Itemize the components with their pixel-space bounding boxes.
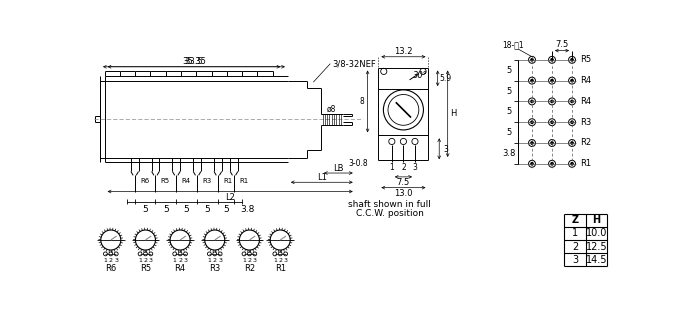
Text: 5: 5	[506, 107, 512, 116]
Text: R3: R3	[202, 178, 211, 184]
Text: C.C.W. position: C.C.W. position	[356, 209, 424, 218]
Text: H: H	[593, 215, 601, 226]
Text: R2: R2	[580, 138, 592, 147]
Text: 1: 1	[273, 258, 276, 263]
Circle shape	[551, 100, 553, 103]
Text: 3: 3	[443, 145, 448, 154]
Text: 5: 5	[506, 66, 512, 75]
Text: 3-0.8: 3-0.8	[348, 159, 368, 167]
Text: 3: 3	[114, 258, 118, 263]
Text: 7.5: 7.5	[555, 40, 568, 49]
Text: 2: 2	[213, 258, 217, 263]
Text: 5: 5	[506, 86, 512, 95]
Text: 1: 1	[104, 258, 107, 263]
Circle shape	[531, 142, 533, 144]
Circle shape	[551, 163, 553, 165]
Text: R1: R1	[580, 159, 592, 168]
Circle shape	[571, 142, 573, 144]
Text: R1: R1	[274, 264, 286, 273]
Text: 1: 1	[572, 228, 578, 239]
Circle shape	[531, 59, 533, 61]
Text: H: H	[450, 109, 456, 118]
Text: R5: R5	[580, 55, 592, 64]
Text: 5: 5	[163, 205, 169, 214]
Text: 3: 3	[183, 258, 188, 263]
Text: 14.5: 14.5	[586, 255, 608, 265]
Text: 2: 2	[401, 163, 406, 172]
Text: 2: 2	[144, 258, 148, 263]
Text: 3.8: 3.8	[241, 205, 255, 214]
Text: 3: 3	[412, 163, 417, 172]
Text: 2: 2	[108, 258, 113, 263]
Circle shape	[531, 100, 533, 103]
Text: 3: 3	[572, 255, 578, 265]
Circle shape	[551, 121, 553, 123]
Text: ø8: ø8	[327, 105, 337, 114]
Text: 1: 1	[173, 258, 176, 263]
Text: 3: 3	[149, 258, 153, 263]
Text: 1: 1	[242, 258, 246, 263]
Text: 33.5: 33.5	[185, 57, 203, 66]
Text: R5: R5	[140, 264, 151, 273]
Circle shape	[551, 142, 553, 144]
Text: L2: L2	[225, 193, 235, 202]
Text: 3: 3	[284, 258, 288, 263]
Text: 2: 2	[247, 258, 251, 263]
Text: 5: 5	[506, 128, 512, 137]
Text: 13.2: 13.2	[394, 47, 413, 56]
Text: 5: 5	[204, 205, 210, 214]
Text: L1: L1	[317, 173, 327, 182]
Text: R1: R1	[223, 178, 232, 184]
Circle shape	[571, 121, 573, 123]
Text: 2: 2	[178, 258, 182, 263]
Circle shape	[571, 59, 573, 61]
Text: 12.5: 12.5	[586, 241, 608, 252]
Text: 1: 1	[389, 163, 394, 172]
Text: 7.5: 7.5	[397, 178, 410, 187]
Circle shape	[531, 121, 533, 123]
Text: R5: R5	[161, 178, 170, 184]
Text: LB: LB	[333, 164, 344, 173]
Text: R4: R4	[580, 97, 592, 106]
Text: R3: R3	[209, 264, 220, 273]
Text: 30°: 30°	[413, 71, 428, 80]
Text: 2: 2	[278, 258, 282, 263]
Circle shape	[571, 100, 573, 103]
Text: shaft shown in full: shaft shown in full	[348, 200, 431, 209]
Text: 3.8: 3.8	[502, 149, 516, 158]
Text: 13.0: 13.0	[394, 189, 413, 197]
Text: 35.35: 35.35	[182, 57, 206, 66]
Text: R3: R3	[580, 118, 592, 127]
Text: 1: 1	[207, 258, 211, 263]
Text: R4: R4	[580, 76, 592, 85]
Circle shape	[571, 79, 573, 82]
Circle shape	[531, 163, 533, 165]
Text: 10.0: 10.0	[586, 228, 608, 239]
Text: 5.9: 5.9	[440, 74, 452, 83]
Circle shape	[571, 163, 573, 165]
Text: R2: R2	[244, 264, 255, 273]
Text: 5: 5	[223, 205, 229, 214]
Circle shape	[551, 79, 553, 82]
Text: 8: 8	[360, 97, 365, 106]
Text: 3: 3	[253, 258, 257, 263]
Text: 18-͸1: 18-͸1	[502, 40, 524, 49]
Text: R6: R6	[105, 264, 116, 273]
Text: 3: 3	[218, 258, 222, 263]
Text: R6: R6	[140, 178, 149, 184]
Text: R4: R4	[174, 264, 186, 273]
Text: R4: R4	[182, 178, 191, 184]
Circle shape	[531, 79, 533, 82]
Text: 2: 2	[572, 241, 578, 252]
Text: 1: 1	[138, 258, 142, 263]
Text: 5: 5	[142, 205, 148, 214]
Circle shape	[551, 59, 553, 61]
Text: 3/8-32NEF: 3/8-32NEF	[332, 59, 375, 68]
Text: R1: R1	[239, 178, 248, 184]
Text: 5: 5	[184, 205, 190, 214]
Text: Z: Z	[572, 215, 579, 226]
